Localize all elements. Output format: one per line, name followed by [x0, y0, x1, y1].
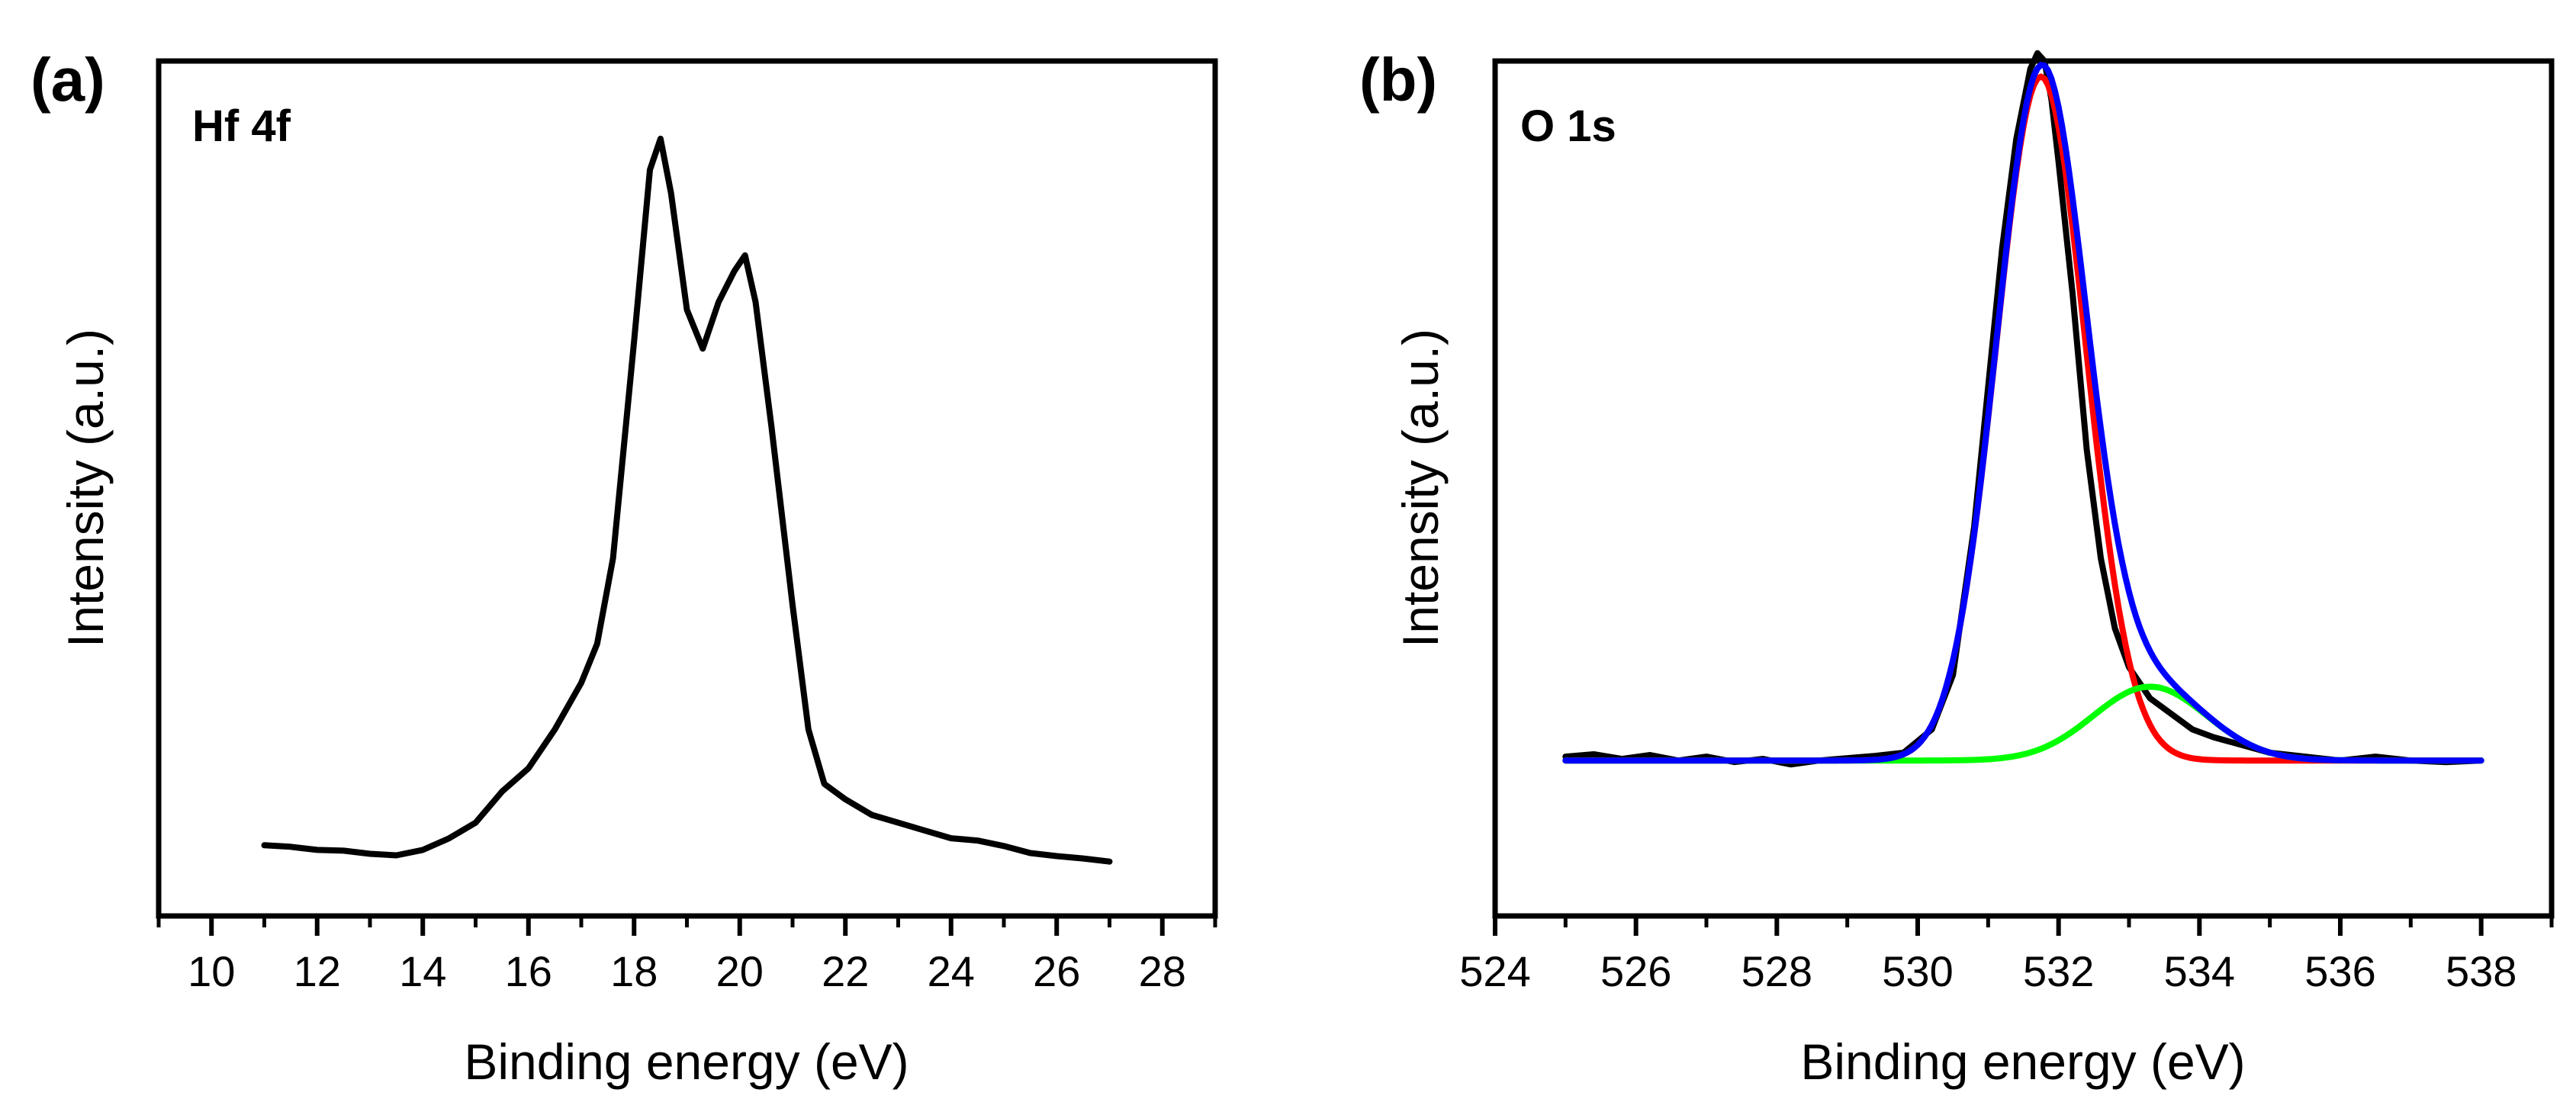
x-tick-label: 16	[505, 947, 552, 995]
x-tick-label: 22	[822, 947, 869, 995]
x-tick-label: 26	[1033, 947, 1080, 995]
series-line-envelope	[1562, 62, 2484, 764]
x-tick-label: 24	[928, 947, 975, 995]
x-tick-label: 10	[188, 947, 235, 995]
panel-a-hf-4f: (a) Hf 4f 10 12 14 16 18 20 22 24 26 28 Binding e…	[31, 46, 1218, 1090]
x-tick-label: 526	[1600, 947, 1671, 995]
x-tick-label: 532	[2023, 947, 2094, 995]
series-line-hf-4f	[261, 135, 1113, 865]
series-lines-b	[1562, 50, 2484, 768]
x-tick-label: 12	[294, 947, 341, 995]
series-line-raw-data	[1562, 50, 2484, 768]
series-lines-a	[261, 135, 1113, 865]
panel-b-o-1s: (b) O 1s 524 526 528 530 532 534 536 538 Bindin…	[1359, 46, 2555, 1090]
x-tick-label: 534	[2164, 947, 2235, 995]
inner-title-b: O 1s	[1520, 101, 1616, 151]
x-ticks-b: 524 526 528 530 532 534 536 538	[1459, 916, 2554, 995]
x-tick-label: 14	[399, 947, 446, 995]
x-axis-label-a: Binding energy (eV)	[464, 1033, 909, 1090]
x-tick-label: 536	[2304, 947, 2375, 995]
panel-label-b: (b)	[1359, 46, 1437, 114]
panel-label-a: (a)	[31, 46, 105, 114]
plot-frame-b	[1492, 58, 2555, 919]
y-axis-label-a: Intensity (a.u.)	[57, 329, 114, 648]
x-tick-label: 28	[1139, 947, 1186, 995]
y-axis-label-b: Intensity (a.u.)	[1392, 329, 1449, 648]
x-tick-label: 530	[1882, 947, 1953, 995]
x-tick-label: 18	[610, 947, 658, 995]
x-tick-label: 20	[716, 947, 764, 995]
x-tick-label: 538	[2446, 947, 2517, 995]
plot-frame-a	[156, 58, 1218, 919]
x-tick-label: 528	[1741, 947, 1812, 995]
series-line-main-peak-fit	[1562, 73, 2484, 764]
inner-title-a: Hf 4f	[192, 101, 291, 151]
x-ticks-a: 10 12 14 16 18 20 22 24 26 28	[156, 916, 1217, 995]
x-tick-label: 524	[1459, 947, 1530, 995]
x-axis-label-b: Binding energy (eV)	[1800, 1033, 2245, 1090]
series-line-shoulder-peak-fit	[1562, 683, 2484, 764]
